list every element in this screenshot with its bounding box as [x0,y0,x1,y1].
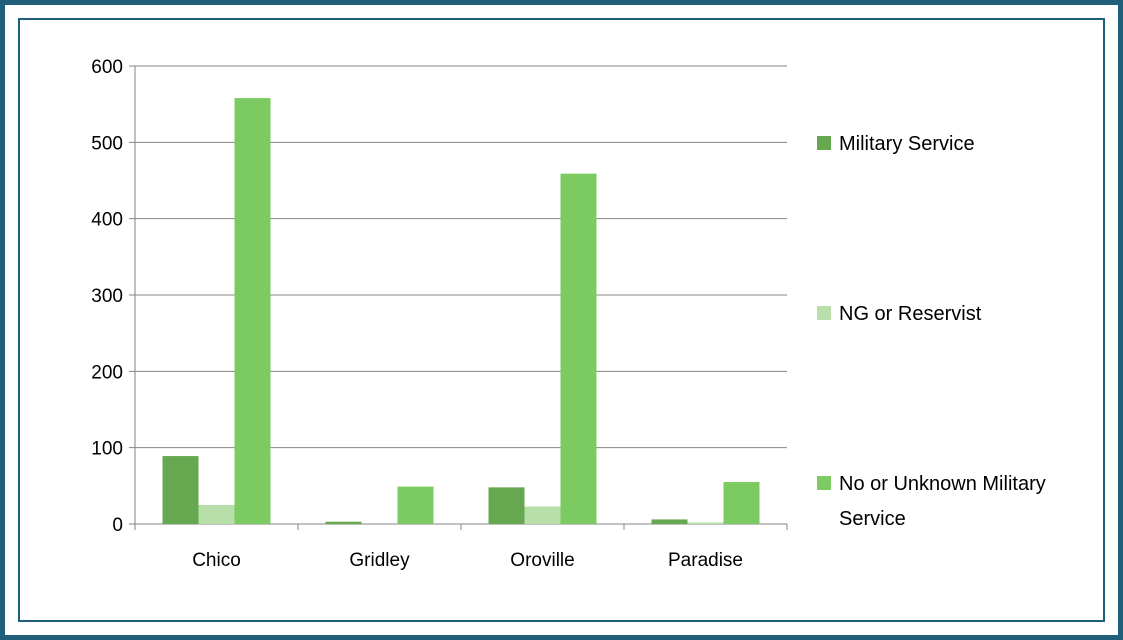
x-tick-label: Chico [192,550,241,571]
bar [723,482,760,524]
y-tick-label: 300 [91,286,123,307]
bar [687,522,724,524]
bar [198,504,235,524]
x-tick-label: Oroville [510,550,574,571]
axes [129,66,788,530]
bar [524,506,561,524]
bar [560,173,597,524]
legend-swatch [817,136,831,150]
legend-swatch [817,476,831,490]
y-tick-label: 400 [91,210,123,231]
bar [325,521,362,524]
legend-label: No or Unknown Military Service [839,473,1046,530]
y-tick-label: 200 [91,362,123,383]
legend: Military Service NG or Reservist No or Unk… [817,133,1046,530]
y-tick-label: 100 [91,439,123,460]
y-tick-label: 500 [91,133,123,154]
legend-swatch [817,306,831,320]
legend-label: NG or Reservist [839,303,982,325]
x-tick-labels: Chico Gridley Oroville Paradise [192,550,743,571]
y-tick-label: 600 [91,57,123,78]
bar [397,486,434,524]
x-tick-label: Paradise [668,550,743,571]
y-tick-labels: 0 100 200 300 400 500 600 [91,57,123,536]
x-tick-label: Gridley [349,550,410,571]
bar [488,487,525,524]
bar [651,519,688,524]
legend-label: Military Service [839,133,975,155]
gridlines [129,65,787,449]
bar [234,98,271,524]
bar [162,456,199,524]
bars [162,98,760,524]
y-tick-label: 0 [112,515,123,536]
